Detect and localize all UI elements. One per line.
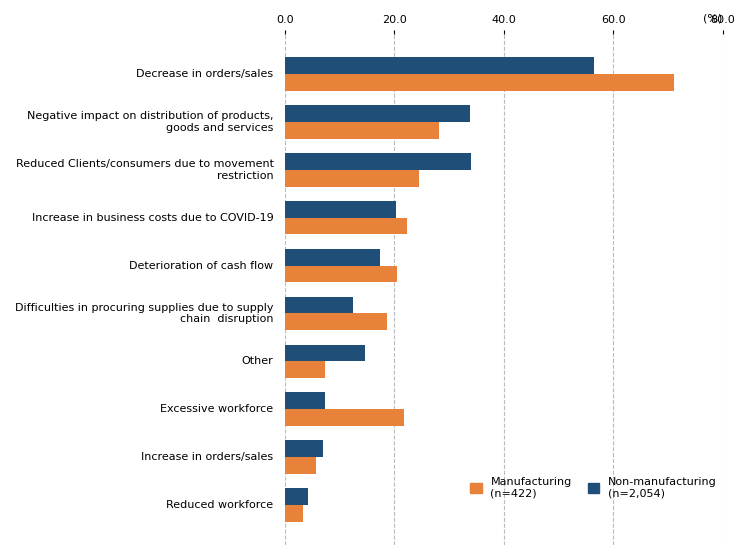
Bar bbox=[284, 488, 308, 505]
Bar bbox=[284, 440, 323, 457]
Bar bbox=[284, 393, 326, 409]
Text: (%): (%) bbox=[704, 14, 723, 24]
Bar bbox=[284, 153, 471, 170]
Bar bbox=[284, 297, 353, 314]
Bar bbox=[284, 249, 380, 265]
Bar bbox=[284, 457, 316, 474]
Bar bbox=[284, 361, 325, 378]
Bar bbox=[284, 409, 404, 426]
Bar bbox=[284, 74, 674, 91]
Bar bbox=[284, 170, 419, 186]
Bar bbox=[284, 344, 365, 361]
Bar bbox=[284, 218, 406, 235]
Bar bbox=[284, 201, 396, 218]
Bar bbox=[284, 105, 470, 122]
Bar bbox=[284, 505, 303, 522]
Bar bbox=[284, 314, 387, 330]
Bar bbox=[284, 57, 594, 74]
Bar bbox=[284, 122, 439, 139]
Bar bbox=[284, 265, 398, 282]
Legend: Manufacturing
(n=422), Non-manufacturing
(n=2,054): Manufacturing (n=422), Non-manufacturing… bbox=[470, 477, 717, 498]
